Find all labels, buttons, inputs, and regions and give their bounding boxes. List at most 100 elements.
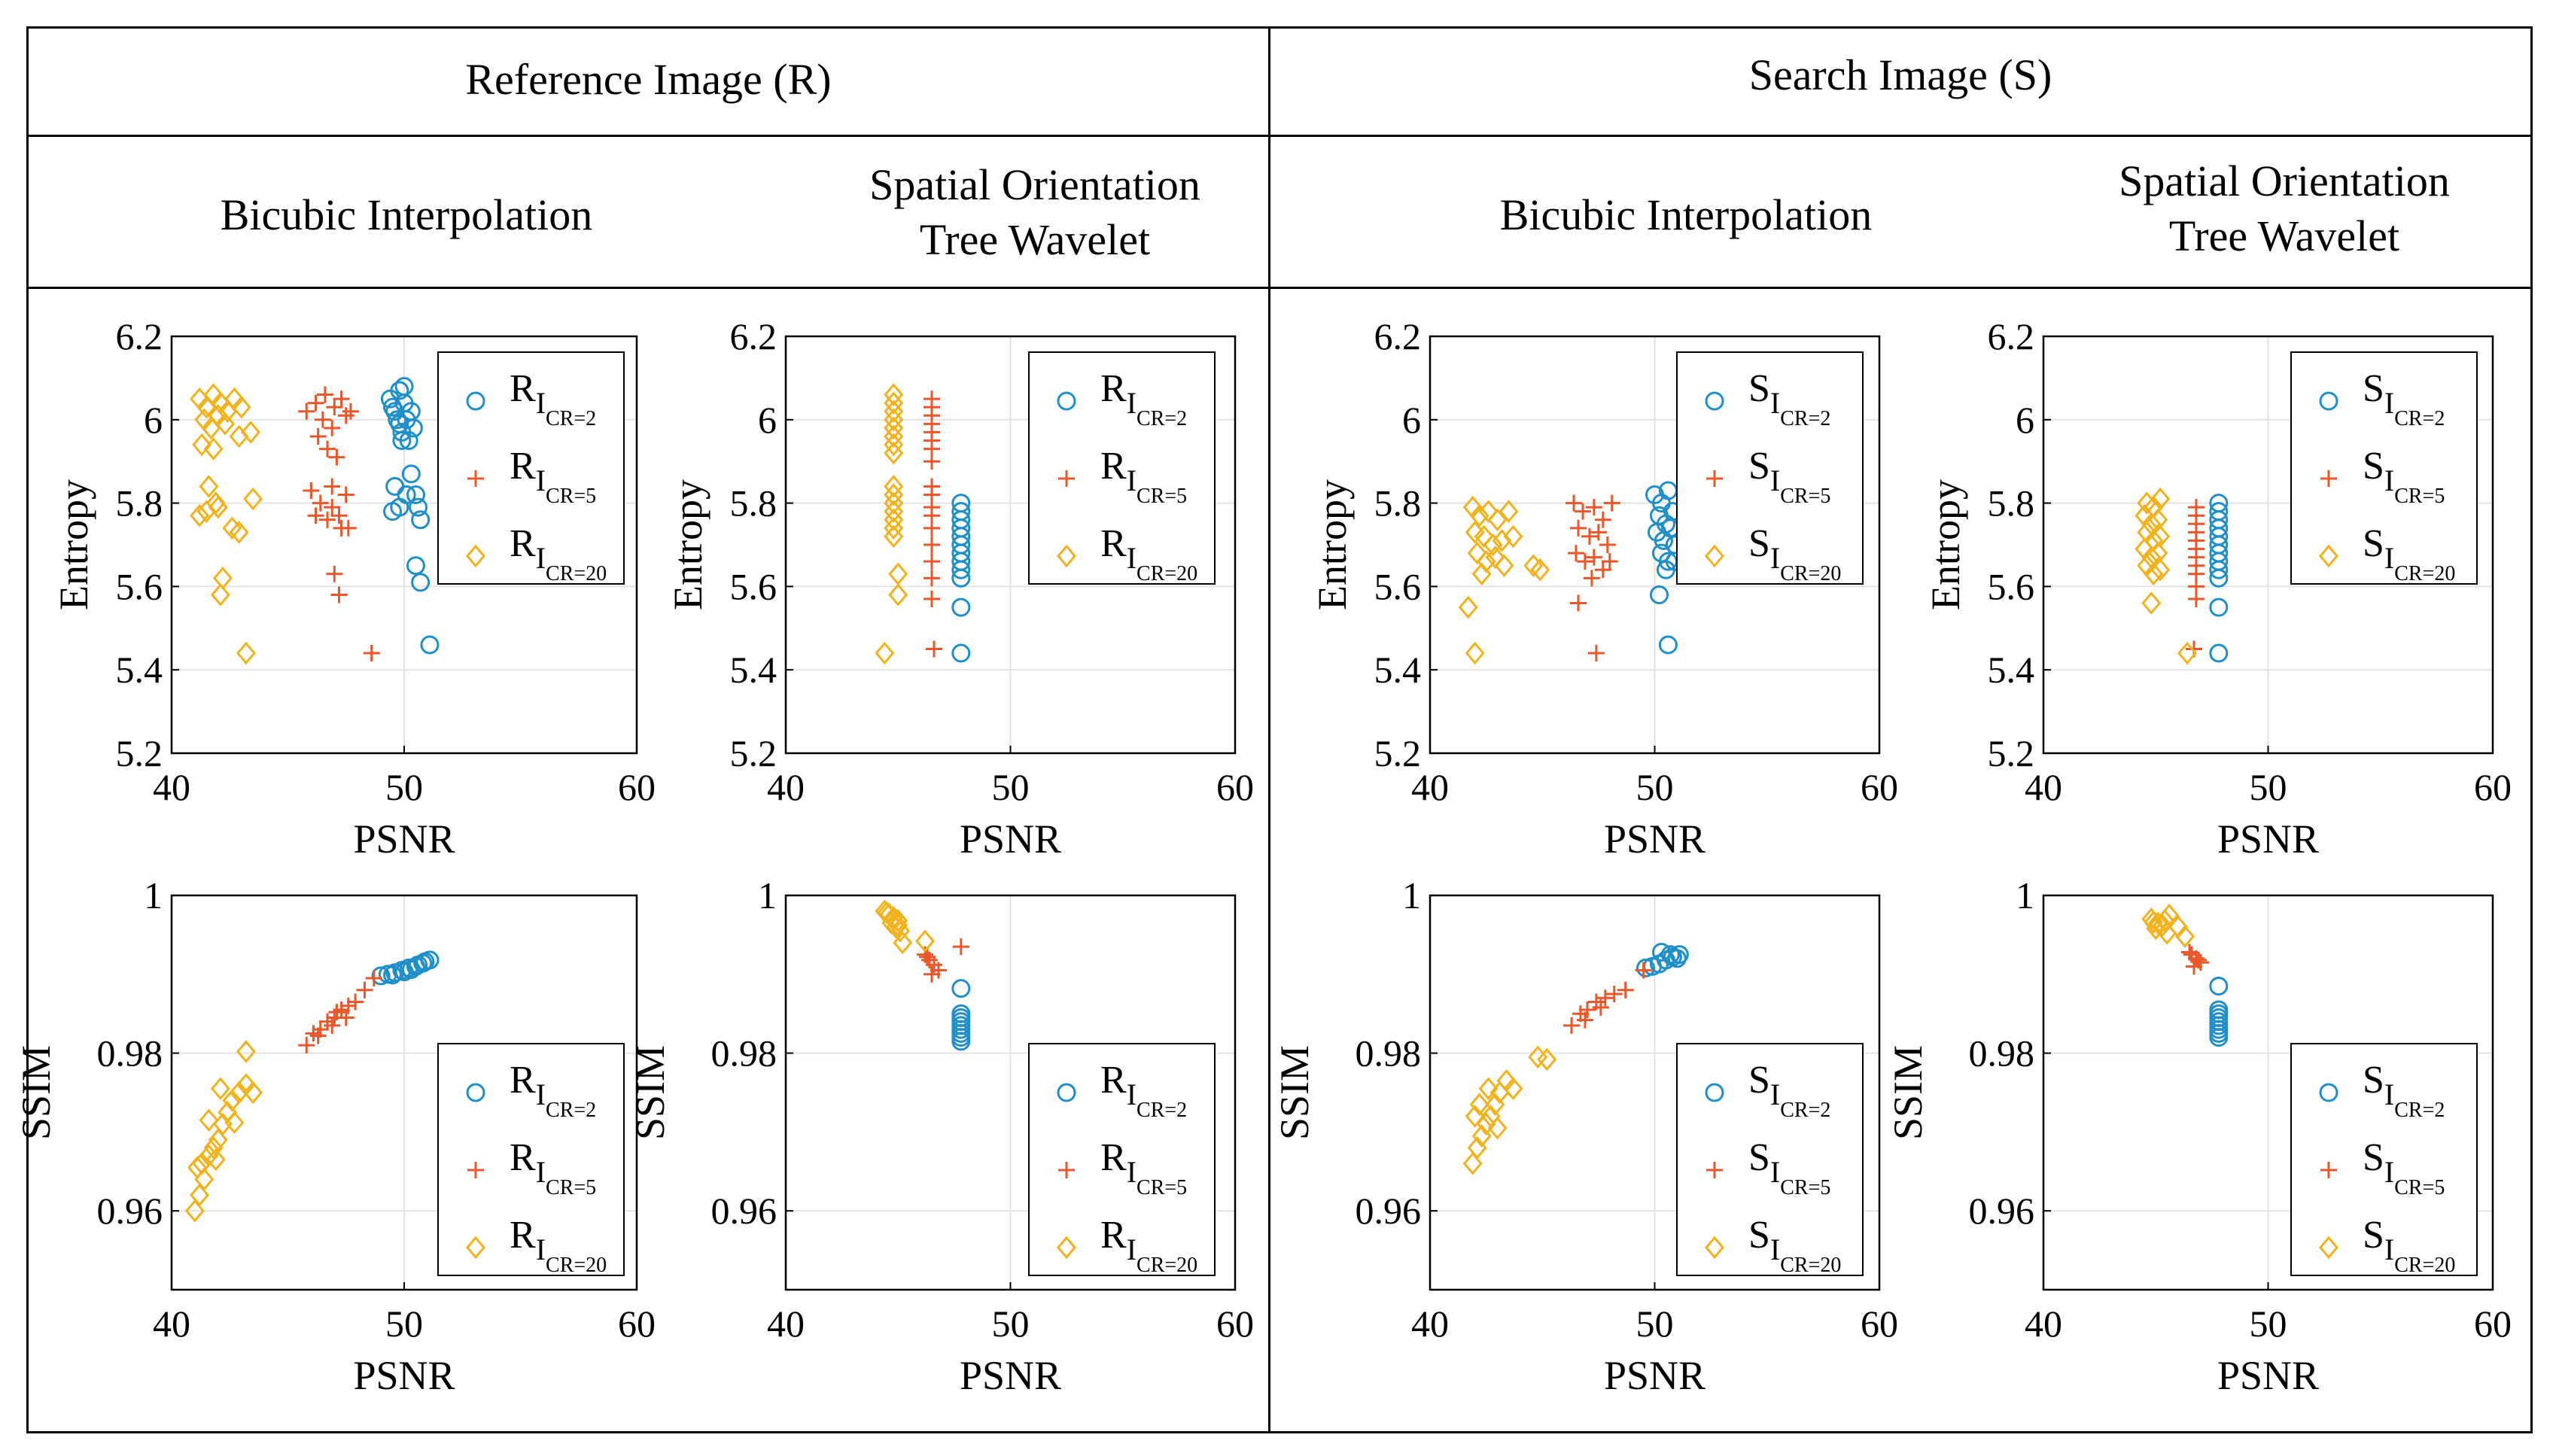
legend-entry-CR=20: RICR=20 bbox=[1100, 1214, 1197, 1277]
subheader-r-sotw-line1: Spatial Orientation bbox=[869, 160, 1200, 209]
data-point bbox=[324, 1017, 341, 1034]
data-point bbox=[1530, 558, 1550, 582]
data-point bbox=[888, 562, 908, 586]
x-axis-label: PSNR bbox=[960, 1353, 1061, 1398]
data-point bbox=[1494, 554, 1514, 578]
data-point bbox=[951, 643, 971, 663]
data-point bbox=[365, 970, 382, 987]
figure-frame bbox=[26, 26, 2533, 1433]
legend: RICR=2 RICR=5 RICR=20 bbox=[437, 351, 625, 585]
data-point bbox=[884, 508, 904, 532]
data-point bbox=[1617, 981, 1634, 999]
series-CR=2 bbox=[1645, 481, 1684, 655]
data-point bbox=[2144, 562, 2164, 586]
y-tick-label: 5.2 bbox=[116, 732, 163, 774]
axes-box bbox=[170, 894, 638, 1291]
data-point bbox=[1590, 524, 1607, 541]
legend-entry-CR=5: SICR=5 bbox=[1748, 1136, 1830, 1199]
series-CR=2 bbox=[2209, 494, 2229, 663]
x-tick-label: 40 bbox=[767, 1302, 805, 1345]
y-tick-label: 6.2 bbox=[730, 315, 777, 357]
series-CR=20 bbox=[190, 383, 263, 665]
chart-S-bicubic-entropy: 40 50 605.25.45.65.866.2PSNREntropySICR=2S… bbox=[1310, 315, 1898, 862]
data-point bbox=[411, 510, 431, 530]
data-point bbox=[1583, 570, 1600, 587]
data-point bbox=[333, 391, 350, 408]
chart-S-sotw-entropy: 40 50 605.25.45.65.866.2PSNREntropySICR=2S… bbox=[1923, 315, 2512, 862]
legend-entry-CR=20: SICR=20 bbox=[2363, 522, 2455, 585]
legend-marker bbox=[466, 391, 485, 411]
data-point bbox=[2209, 597, 2229, 617]
data-point bbox=[1474, 524, 1494, 549]
data-point bbox=[2141, 591, 2162, 615]
x-tick-label: 60 bbox=[1861, 1302, 1898, 1345]
data-point bbox=[2209, 568, 2229, 588]
data-point bbox=[184, 1199, 205, 1223]
series-CR=5 bbox=[298, 386, 380, 662]
y-tick-label: 5.8 bbox=[1374, 482, 1422, 524]
data-point bbox=[337, 1009, 354, 1026]
data-point bbox=[406, 556, 425, 576]
legend-marker bbox=[1706, 470, 1723, 487]
data-point bbox=[309, 1027, 327, 1044]
data-point bbox=[298, 1037, 315, 1054]
x-tick-label: 60 bbox=[618, 766, 656, 808]
data-point bbox=[199, 1108, 219, 1132]
data-point bbox=[409, 497, 428, 517]
x-tick-label: 50 bbox=[2250, 1302, 2287, 1345]
y-tick-label: 5.4 bbox=[1988, 649, 2035, 691]
legend-marker bbox=[466, 1236, 485, 1260]
legend-marker bbox=[1705, 1236, 1724, 1260]
legend-box bbox=[1028, 351, 1216, 585]
y-tick-label: 1 bbox=[758, 874, 777, 916]
data-point bbox=[1594, 561, 1611, 579]
data-point bbox=[383, 397, 403, 417]
data-point bbox=[231, 395, 251, 419]
data-point bbox=[324, 478, 341, 495]
series-CR=5 bbox=[298, 970, 382, 1054]
data-point bbox=[1587, 645, 1605, 662]
data-point bbox=[951, 1032, 971, 1051]
axes-box bbox=[1429, 335, 1881, 755]
series-CR=20 bbox=[1462, 1045, 1557, 1175]
legend-marker bbox=[467, 470, 484, 487]
data-point bbox=[190, 503, 210, 527]
legend: RICR=2 RICR=5 RICR=20 bbox=[1028, 1043, 1216, 1277]
data-point bbox=[385, 476, 405, 496]
x-tick-label: 60 bbox=[1861, 766, 1898, 808]
x-axis-label: PSNR bbox=[960, 816, 1061, 862]
data-point bbox=[326, 399, 343, 416]
y-tick-label: 0.96 bbox=[711, 1190, 777, 1232]
data-point bbox=[324, 419, 341, 436]
data-point bbox=[330, 507, 348, 524]
data-point bbox=[324, 499, 341, 516]
y-axis-label: Entropy bbox=[665, 479, 710, 610]
data-point bbox=[884, 500, 904, 524]
data-point bbox=[330, 586, 348, 603]
series-CR=20 bbox=[2141, 903, 2195, 948]
y-tick-label: 0.96 bbox=[1969, 1190, 2035, 1232]
header-search-image: Search Image (S) bbox=[1748, 50, 2052, 99]
x-tick-label: 50 bbox=[1636, 1302, 1674, 1345]
legend-marker bbox=[2319, 1236, 2338, 1260]
data-point bbox=[1658, 635, 1678, 655]
data-point bbox=[222, 1089, 242, 1112]
data-point bbox=[328, 448, 345, 466]
data-point bbox=[1603, 494, 1620, 512]
data-point bbox=[1574, 503, 1591, 520]
data-point bbox=[383, 502, 403, 521]
data-point bbox=[884, 475, 904, 498]
x-tick-label: 40 bbox=[2025, 1302, 2062, 1345]
data-point bbox=[229, 1081, 249, 1105]
chart-R-sotw-entropy: 40 50 605.25.45.65.866.2PSNREntropyRICR=2R… bbox=[665, 315, 1254, 862]
data-point bbox=[192, 433, 212, 457]
legend-entry-CR=5: RICR=5 bbox=[510, 1136, 596, 1199]
data-point bbox=[1570, 594, 1587, 612]
data-point bbox=[1566, 494, 1583, 512]
data-point bbox=[884, 391, 904, 415]
x-axis-label: PSNR bbox=[2217, 816, 2319, 862]
legend-entry-CR=20: RICR=20 bbox=[1100, 522, 1197, 585]
data-point bbox=[205, 1147, 226, 1172]
subheader-s-bicubic: Bicubic Interpolation bbox=[1499, 190, 1873, 239]
data-point bbox=[1656, 560, 1675, 579]
